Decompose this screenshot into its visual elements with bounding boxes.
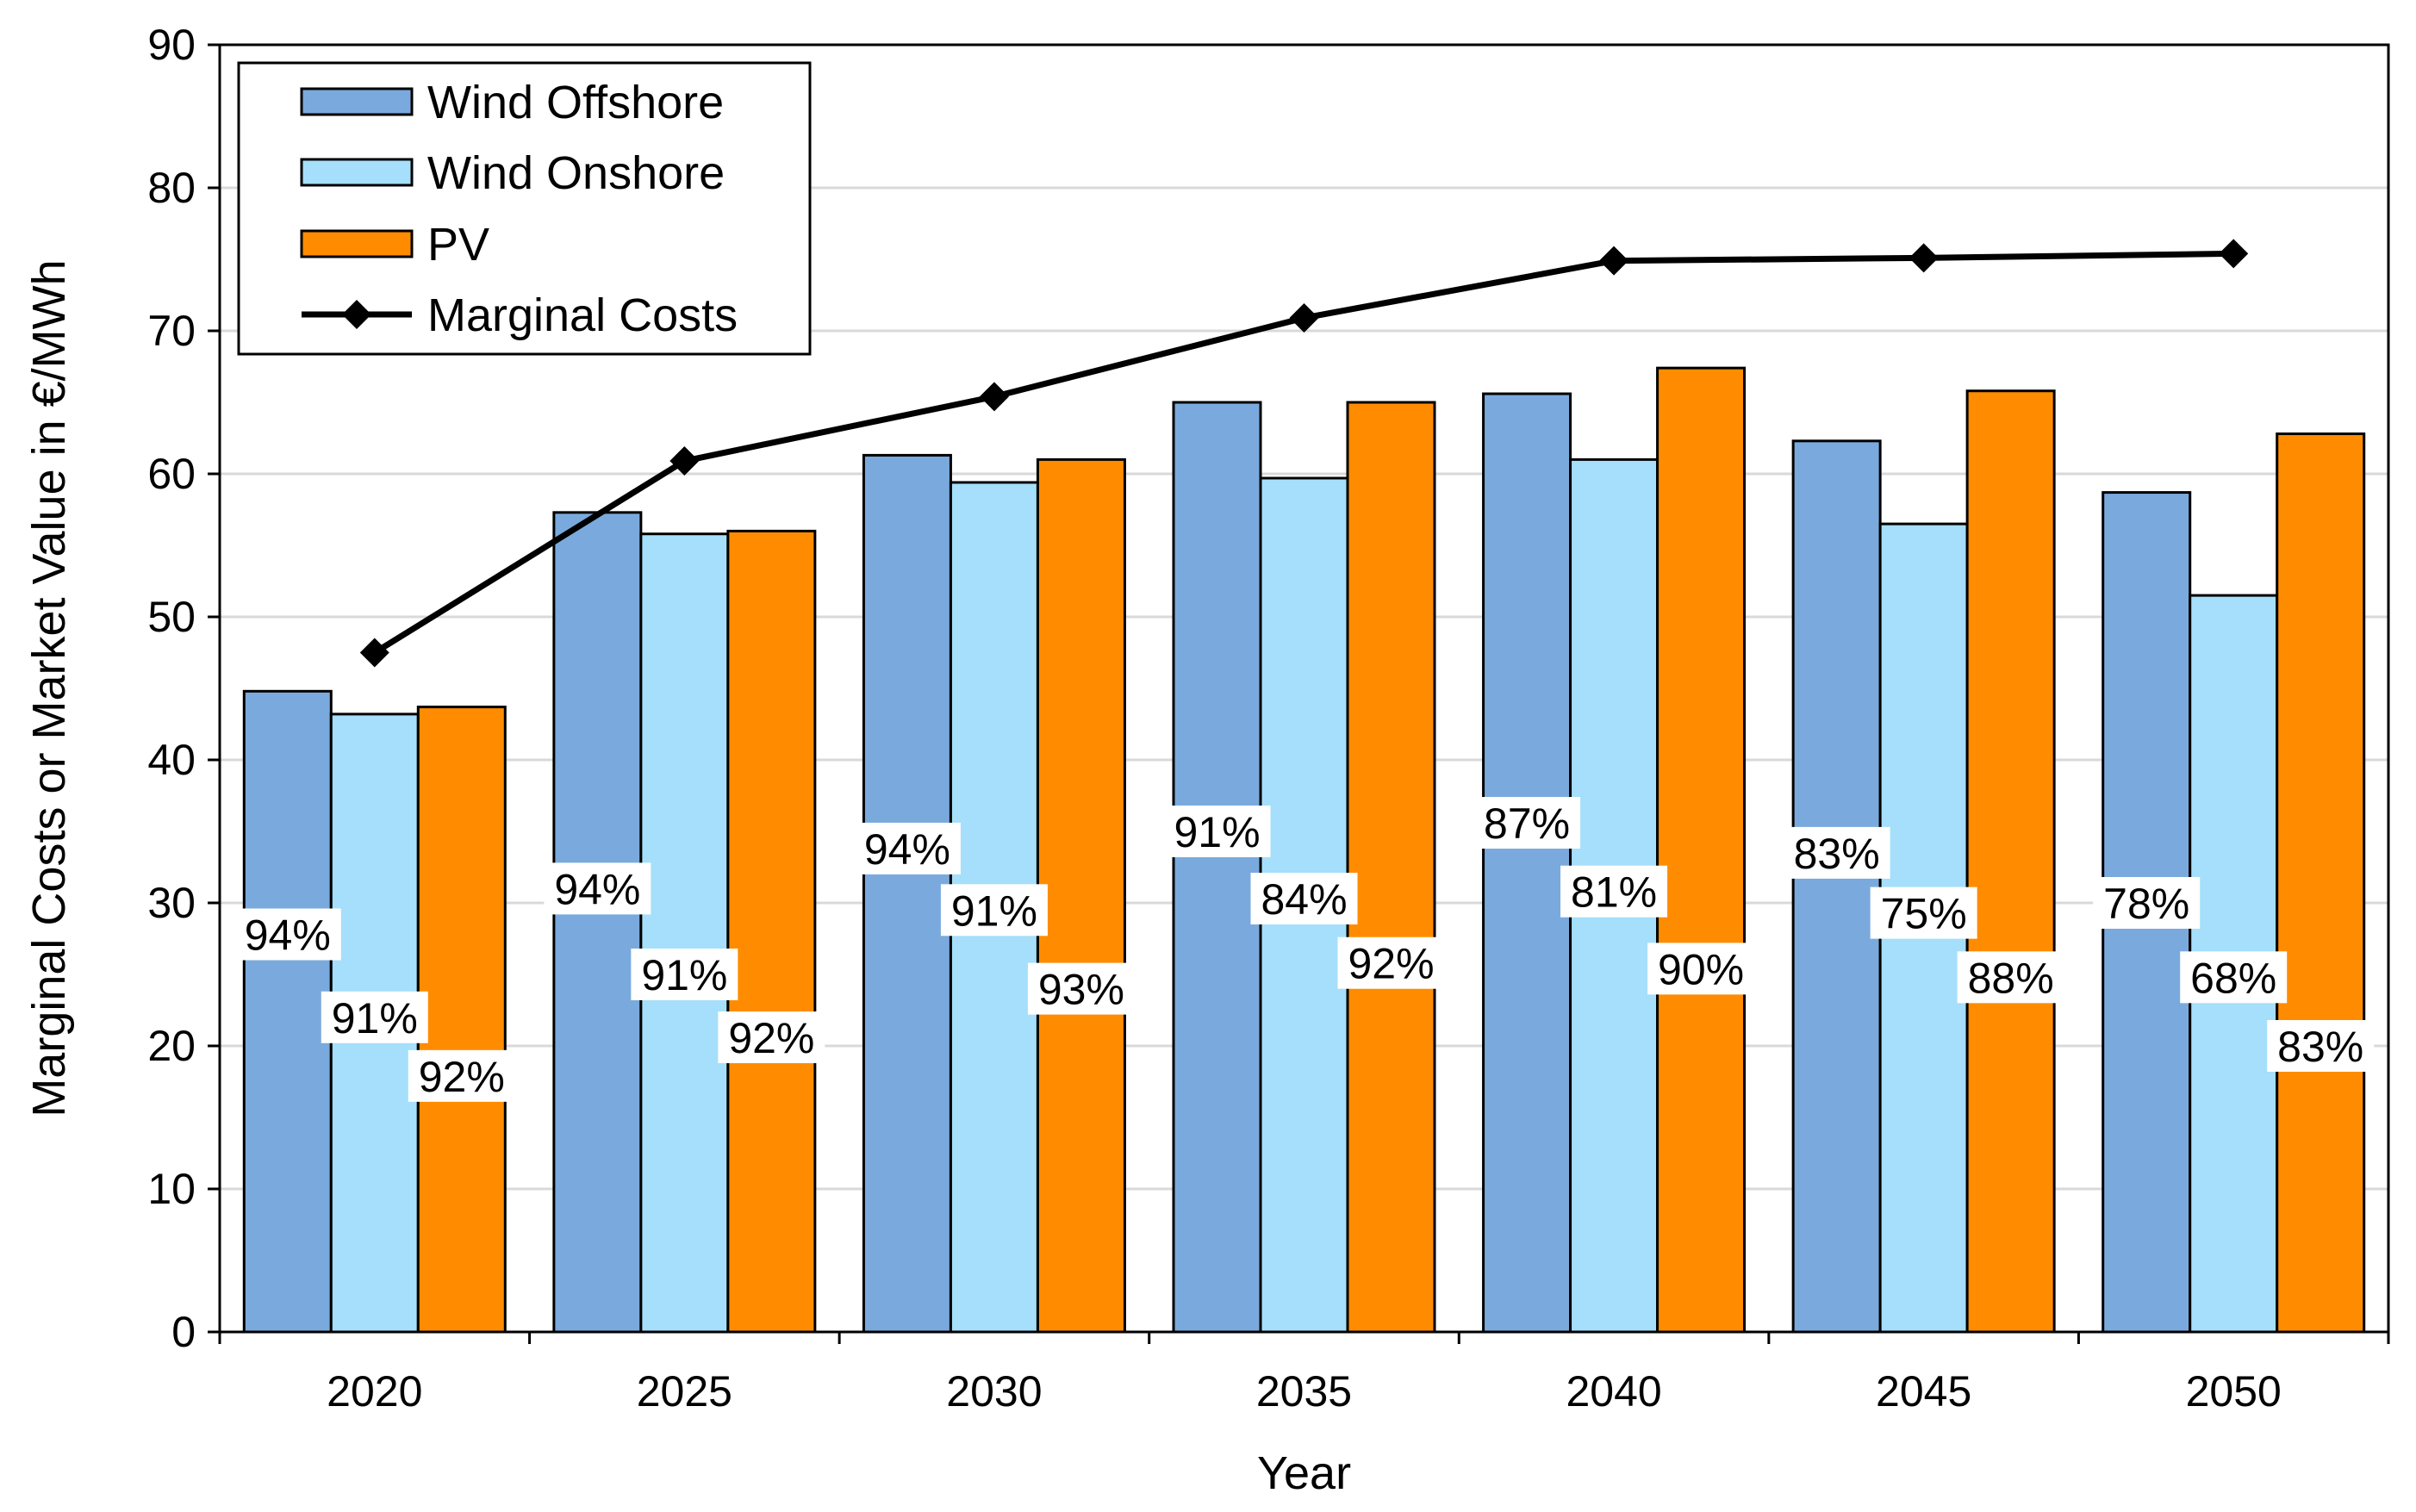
data-label-wind-offshore-2045: 83% [1794, 830, 1880, 878]
data-label-background [2093, 877, 2201, 929]
bar-pv-2020 [416, 706, 507, 1334]
bar-wind-offshore-2025 [552, 511, 643, 1334]
marginal-costs-point-2025 [669, 446, 700, 476]
y-tick-label: 70 [147, 307, 196, 355]
x-tick-label: 2020 [327, 1367, 422, 1416]
marginal-costs-point-2050 [2219, 239, 2249, 269]
y-tick-label: 90 [147, 21, 196, 69]
x-tick-label: 2030 [946, 1367, 1042, 1416]
y-tick-label: 20 [147, 1022, 196, 1070]
data-label-background [1560, 865, 1668, 918]
bar-pv-2040 [1656, 366, 1747, 1334]
x-tick-label: 2050 [2186, 1367, 2282, 1416]
marginal-costs-point-2020 [359, 638, 389, 668]
plot-area-frame [218, 43, 2390, 1334]
data-label-wind-offshore-2025: 94% [554, 865, 640, 913]
data-label-wind-onshore-2030: 91% [951, 887, 1037, 935]
data-label-wind-onshore-2045: 75% [1881, 890, 1967, 938]
bar-pv-2045 [1965, 389, 2056, 1334]
data-label-background [1647, 943, 1755, 995]
y-tick-label: 50 [147, 593, 196, 641]
data-label-background [544, 862, 651, 915]
data-label-wind-offshore-2035: 91% [1174, 808, 1260, 856]
data-label-pv-2040: 90% [1658, 945, 1744, 993]
marginal-costs-point-2045 [1909, 243, 1939, 273]
y-tick-label: 10 [147, 1165, 196, 1213]
data-label-background [1473, 797, 1581, 849]
data-label-wind-offshore-2020: 94% [245, 912, 331, 960]
data-label-wind-onshore-2050: 68% [2190, 954, 2276, 1002]
x-tick-label: 2040 [1566, 1367, 1661, 1416]
bar-pv-2035 [1346, 401, 1436, 1334]
data-label-wind-offshore-2040: 87% [1484, 800, 1570, 848]
data-label-background [2267, 1020, 2375, 1072]
legend-label-pv: PV [427, 219, 489, 271]
x-tick-label: 2045 [1876, 1367, 1971, 1416]
data-label-pv-2045: 88% [1968, 954, 2054, 1002]
bar-wind-offshore-2035 [1172, 401, 1262, 1334]
data-label-wind-onshore-2035: 84% [1261, 875, 1347, 924]
legend-marker-marginal-costs [342, 300, 371, 329]
y-tick-label: 30 [147, 879, 196, 927]
marginal-costs-line [359, 239, 2249, 668]
bar-wind-offshore-2040 [1482, 392, 1572, 1334]
bar-wind-offshore-2030 [862, 453, 952, 1334]
data-label-background [1337, 936, 1445, 989]
data-label-wind-onshore-2040: 81% [1571, 868, 1657, 917]
data-label-wind-onshore-2025: 91% [641, 951, 727, 999]
x-axis-title: Year [1257, 1447, 1351, 1499]
bar-pv-2030 [1036, 457, 1126, 1334]
data-label-background [1783, 826, 1890, 879]
bars [242, 366, 2366, 1334]
marginal-costs-point-2030 [979, 382, 1009, 412]
legend-swatch-wind-offshore [300, 87, 414, 116]
data-label-background [1027, 962, 1135, 1015]
data-label-background [234, 908, 341, 961]
legend-label-wind-offshore: Wind Offshore [427, 77, 724, 128]
x-axis-ticks: 2020 2025 2030 2035 2040 2045 2050 [218, 1332, 2390, 1416]
data-label-background [718, 1011, 825, 1064]
data-label-pv-2025: 92% [728, 1014, 814, 1062]
data-label-pv-2035: 92% [1348, 940, 1434, 988]
marginal-costs-point-2035 [1289, 303, 1319, 333]
marginal-costs-point-2040 [1599, 246, 1629, 276]
data-label-background [1250, 873, 1358, 925]
data-label-pv-2030: 93% [1038, 966, 1124, 1014]
legend: Wind Offshore Wind Onshore PV Marginal C… [237, 61, 812, 356]
bar-wind-offshore-2020 [242, 689, 333, 1334]
x-tick-label: 2025 [637, 1367, 732, 1416]
data-label-background [631, 949, 738, 1000]
data-label-background [853, 822, 961, 874]
legend-label-wind-onshore: Wind Onshore [427, 147, 725, 199]
data-label-pv-2050: 83% [2277, 1023, 2363, 1071]
y-tick-label: 60 [147, 450, 196, 498]
data-label-wind-offshore-2030: 94% [864, 825, 950, 874]
data-label-background [321, 991, 428, 1043]
data-label-wind-offshore-2050: 78% [2103, 880, 2189, 928]
data-label-background [1870, 887, 1977, 939]
y-axis-ticks: 0 10 20 30 40 50 60 70 80 90 [147, 21, 220, 1356]
y-tick-label: 40 [147, 736, 196, 784]
y-tick-label: 0 [171, 1308, 196, 1356]
data-label-wind-onshore-2020: 91% [332, 994, 418, 1042]
bar-wind-offshore-2045 [1791, 439, 1882, 1334]
data-label-background [1957, 951, 2064, 1004]
legend-label-marginal-costs: Marginal Costs [427, 289, 738, 341]
data-label-background [2180, 951, 2288, 1004]
legend-swatch-pv [300, 229, 414, 258]
x-tick-label: 2035 [1256, 1367, 1352, 1416]
y-tick-label: 80 [147, 164, 196, 212]
bar-pv-2050 [2276, 432, 2366, 1334]
data-label-background [1163, 806, 1271, 857]
data-label-pv-2020: 92% [419, 1053, 505, 1101]
data-label-background [940, 884, 1048, 936]
data-label-background [408, 1049, 515, 1102]
data-labels: 94%94%94% 91% 87%83%78%91%91%91% 84% 81% 75%6… [234, 797, 2375, 1102]
legend-swatch-wind-onshore [300, 158, 414, 187]
bar-pv-2025 [726, 529, 817, 1334]
y-axis-title: Marginal Costs or Market Value in €/MWh [23, 259, 75, 1117]
bar-wind-onshore-2025 [639, 532, 730, 1334]
